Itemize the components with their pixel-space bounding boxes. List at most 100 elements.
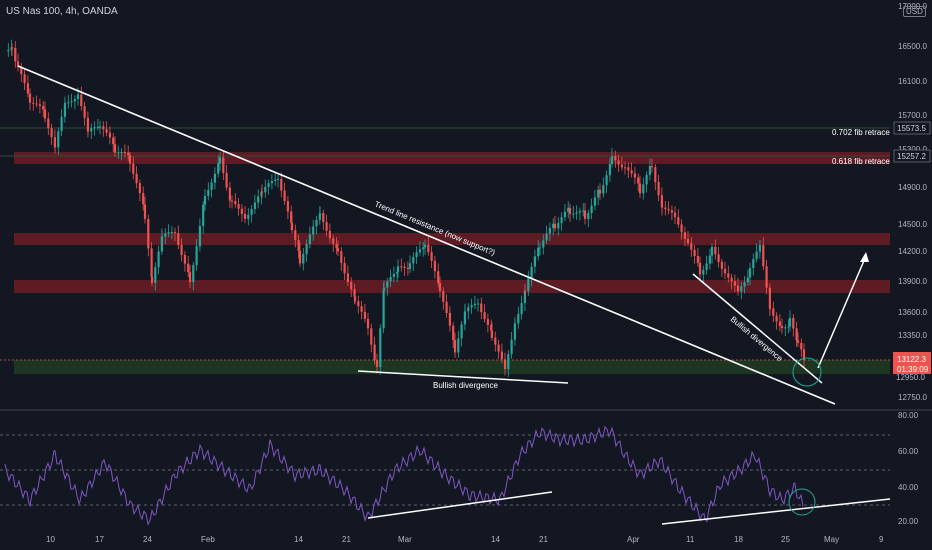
candle-body (382, 287, 386, 291)
currency-badge[interactable]: USD (903, 6, 926, 17)
projection-arrow-head (860, 252, 869, 262)
rsi-divergence-line-1[interactable] (367, 491, 553, 519)
candle-body (318, 213, 322, 215)
candle-body (157, 251, 160, 268)
candle-body (748, 268, 752, 278)
candle-body (406, 268, 409, 270)
candle-body (83, 106, 86, 118)
time-tick: 24 (143, 535, 152, 544)
candle-body (787, 326, 790, 328)
projection-arrow-line[interactable] (817, 255, 867, 369)
candle-body (353, 289, 356, 297)
time-tick: 21 (342, 535, 351, 544)
candle-body (10, 47, 14, 49)
fib-702-label: 0.702 fib retrace (832, 128, 890, 137)
time-tick: Feb (201, 535, 215, 544)
rsi-pane[interactable]: 80.00 60.00 40.00 20.00 (0, 411, 919, 526)
candle-body (343, 263, 346, 274)
candle-body (664, 207, 667, 209)
candle-body (677, 217, 680, 225)
fib-618-tag (893, 149, 931, 163)
candle-body (297, 239, 300, 251)
candle-body (557, 223, 560, 229)
candle-body (112, 137, 115, 145)
candle-body (315, 219, 318, 227)
candle-body (780, 325, 784, 329)
candle-body (538, 247, 542, 249)
candle-body (14, 47, 17, 62)
time-tick: Apr (627, 535, 640, 544)
price-tick: 12750.0 (898, 393, 927, 402)
candle-body (670, 210, 673, 213)
candle-body (660, 206, 664, 208)
candle-body (583, 210, 587, 219)
candle-body (373, 344, 376, 361)
fib-702-tag (893, 121, 931, 135)
candle-body (460, 324, 463, 339)
candle-body (720, 261, 723, 269)
candle-body (308, 234, 311, 245)
highlight-circle-price (792, 357, 822, 387)
candlestick-series (7, 39, 806, 377)
candle-body (290, 211, 293, 223)
current-price-tag (893, 352, 931, 374)
candle-body (560, 217, 563, 224)
candle-body (240, 208, 243, 214)
candle-body (138, 183, 141, 194)
price-tick: 13600.0 (898, 308, 927, 317)
candle-body (620, 164, 623, 168)
candle-body (490, 324, 493, 331)
candle-body (784, 327, 787, 329)
bullish-divergence-line-2[interactable] (692, 273, 823, 384)
candle-body (183, 254, 186, 264)
time-axis[interactable]: 10 17 24 Feb 14 21 Mar 14 21 Apr 11 18 2… (46, 535, 884, 544)
trend-line-resistance[interactable] (17, 65, 836, 405)
candle-body (433, 260, 436, 272)
candle-body (76, 94, 80, 100)
candle-body (408, 263, 412, 269)
candle-body (160, 236, 163, 252)
candle-body (203, 195, 207, 205)
candle-body (762, 245, 765, 267)
candle-body (218, 157, 222, 164)
candle-body (533, 256, 536, 267)
candle-body (548, 227, 551, 234)
candle-body (792, 318, 795, 329)
candle-body (150, 276, 154, 283)
candle-body (123, 152, 126, 154)
candle-body (412, 257, 415, 264)
candle-body (250, 209, 253, 215)
candle-body (680, 224, 683, 233)
price-tick: 13350.0 (898, 331, 927, 340)
resistance-zone-mid (14, 233, 890, 245)
candle-body (730, 277, 733, 282)
candle-body (423, 244, 427, 248)
candle-body (593, 197, 596, 206)
candle-body (363, 311, 366, 319)
candle-body (590, 205, 593, 214)
candle-body (26, 83, 29, 94)
bullish-divergence-line-1[interactable] (357, 370, 569, 384)
price-axis[interactable]: 16500.0 16100.0 15700.0 15300.0 14900.0 … (893, 2, 931, 402)
candle-body (427, 244, 430, 253)
candle-body (598, 189, 602, 194)
rsi-divergence-line-2[interactable] (661, 498, 891, 525)
candle-body (400, 266, 403, 268)
current-price-value: 13122.3 (897, 355, 926, 364)
candle-body (302, 254, 305, 264)
candle-body (758, 245, 762, 247)
candle-body (290, 222, 294, 231)
price-tick: 16100.0 (898, 77, 927, 86)
time-tick: 11 (686, 535, 695, 544)
annotation-trend-line: Trend line resistance (now support?) (373, 200, 496, 258)
candle-body (222, 157, 225, 173)
rsi-tick: 80.00 (898, 411, 919, 420)
candle-body (654, 167, 657, 183)
candle-body (28, 93, 32, 103)
candle-body (686, 238, 690, 244)
candle-body (710, 246, 714, 256)
candle-body (648, 165, 651, 175)
candle-body (117, 152, 120, 154)
candle-body (473, 303, 476, 306)
